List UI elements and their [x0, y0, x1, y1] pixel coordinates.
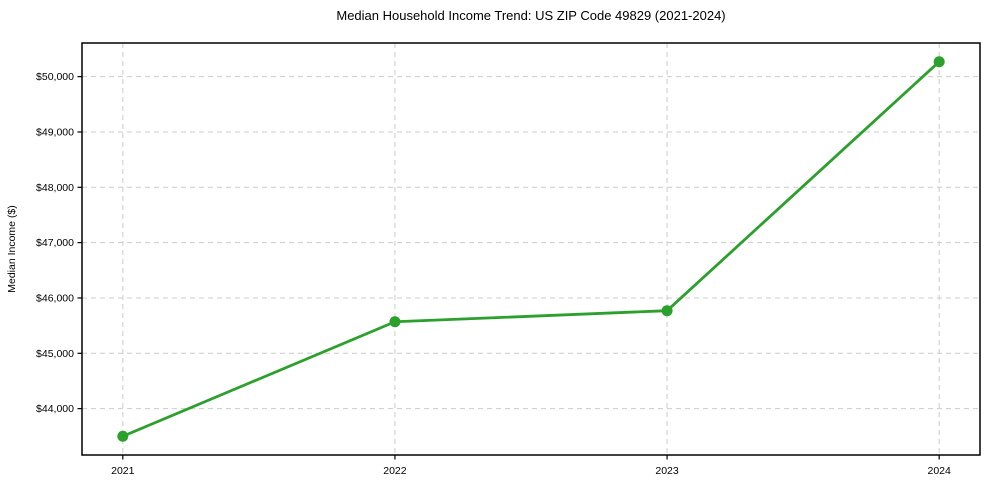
x-tick-label: 2023 [655, 465, 679, 477]
income-line-series [117, 56, 945, 442]
y-tick-label: $46,000 [36, 292, 74, 304]
gridlines [82, 43, 980, 455]
data-point-marker [389, 316, 401, 328]
data-point-marker [117, 430, 129, 442]
y-tick-label: $44,000 [36, 403, 74, 415]
y-tick-label: $49,000 [36, 126, 74, 138]
data-point-marker [933, 56, 945, 68]
y-tick-label: $45,000 [36, 348, 74, 360]
y-tick-label: $48,000 [36, 182, 74, 194]
x-tick-label: 2021 [111, 465, 135, 477]
x-tick-label: 2022 [383, 465, 407, 477]
x-tick-labels: 2021 2022 2023 2024 [111, 465, 951, 477]
tick-marks [77, 76, 940, 460]
x-tick-label: 2024 [928, 465, 952, 477]
y-tick-label: $47,000 [36, 237, 74, 249]
y-tick-labels: $44,000 $45,000 $46,000 $47,000 $48,000 $49,0… [36, 71, 74, 415]
plot-border [81, 42, 981, 456]
trend-line [121, 60, 941, 438]
data-point-marker [661, 305, 673, 317]
chart-title: Median Household Income Trend: US ZIP Co… [336, 8, 725, 23]
y-tick-label: $50,000 [36, 71, 74, 83]
y-axis-title: Median Income ($) [6, 205, 18, 293]
axes-frame [81, 42, 981, 456]
